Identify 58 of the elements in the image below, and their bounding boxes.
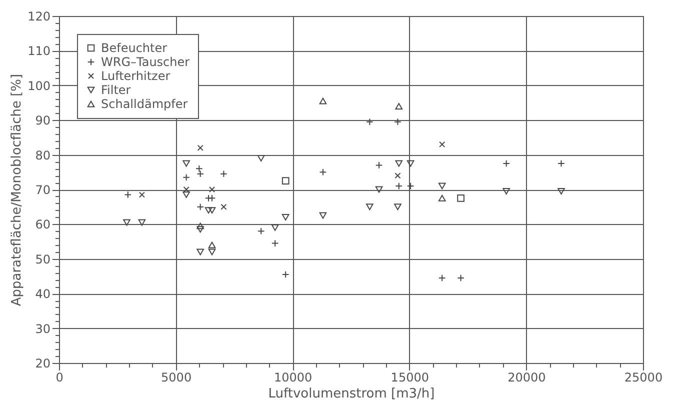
point	[457, 194, 464, 202]
x-tick-label: 0	[56, 370, 64, 384]
point	[406, 160, 414, 167]
y-tick-label: 110	[28, 44, 50, 58]
point	[208, 248, 216, 256]
x-axis-title: Luftvolumenstrom [m3/h]	[268, 386, 435, 402]
legend-label: Lufterhitzer	[101, 69, 170, 83]
point	[394, 172, 401, 179]
point	[182, 191, 190, 198]
legend-label: Befeuchter	[101, 41, 168, 55]
legend-label: Schalldämpfer	[101, 97, 188, 111]
y-axis-title: Apparatefläche/Monoblocfläche [%]	[10, 74, 25, 306]
x-tick-label: 15000	[390, 370, 429, 384]
legend-label: Filter	[101, 83, 131, 97]
y-tick-label: 80	[35, 148, 50, 162]
point	[220, 204, 227, 210]
x-tick-label: 25000	[624, 370, 663, 384]
point	[123, 219, 130, 226]
y-tick-label: 60	[35, 218, 50, 232]
point	[438, 182, 446, 190]
y-tick-label: 30	[35, 322, 50, 336]
point	[257, 155, 265, 162]
point	[138, 219, 146, 226]
point	[439, 141, 446, 148]
y-tick-label: 40	[35, 287, 50, 302]
point	[394, 204, 402, 210]
legend-label: WRG–Tauscher	[101, 55, 190, 69]
point	[375, 186, 383, 193]
point	[395, 102, 403, 110]
point	[282, 177, 290, 184]
point	[395, 160, 403, 167]
y-tick-label: 90	[35, 114, 50, 128]
point	[319, 212, 327, 219]
point	[208, 242, 216, 248]
point	[204, 207, 212, 214]
x-tick-label: 5000	[161, 370, 192, 384]
point	[138, 192, 145, 198]
point	[196, 226, 204, 233]
point	[558, 188, 565, 194]
point	[366, 204, 374, 210]
point	[208, 207, 216, 214]
y-tick-label: 120	[28, 10, 50, 24]
y-tick-label: 20	[35, 356, 50, 370]
point	[208, 186, 216, 193]
point	[197, 144, 204, 151]
x-tick-label: 20000	[508, 370, 546, 384]
point	[271, 224, 279, 231]
point	[319, 98, 327, 104]
point	[502, 188, 510, 194]
point	[196, 248, 204, 256]
point	[438, 194, 446, 202]
y-tick-label: 70	[35, 183, 50, 197]
point	[182, 160, 190, 167]
x-tick-label: 10000	[274, 370, 312, 384]
y-tick-label: 50	[35, 252, 50, 266]
point	[282, 214, 290, 220]
point	[196, 222, 204, 230]
y-tick-label: 100	[28, 78, 50, 93]
